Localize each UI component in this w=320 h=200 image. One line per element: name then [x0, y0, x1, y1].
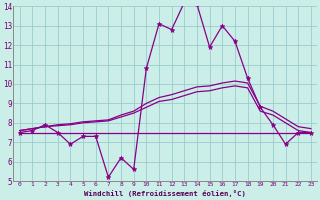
X-axis label: Windchill (Refroidissement éolien,°C): Windchill (Refroidissement éolien,°C): [84, 190, 246, 197]
